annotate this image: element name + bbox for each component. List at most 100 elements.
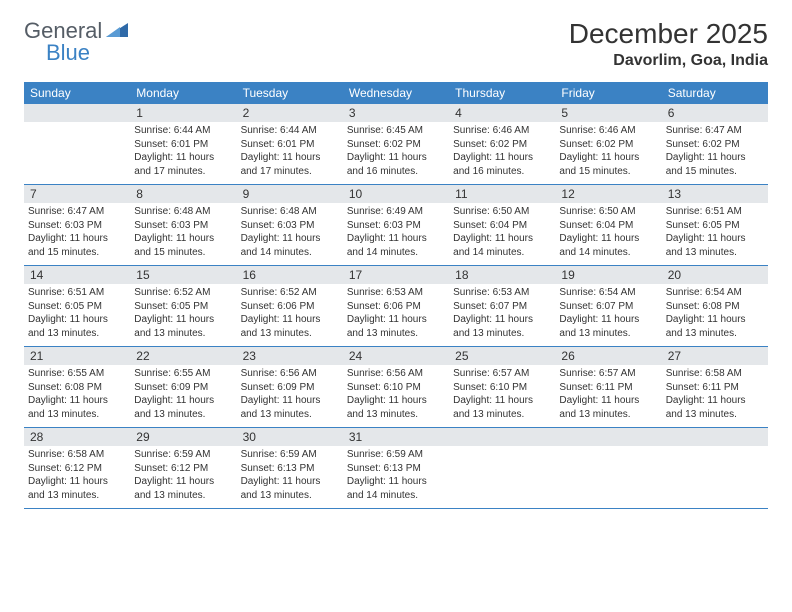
day-details: Sunrise: 6:48 AMSunset: 6:03 PMDaylight:… (130, 203, 236, 259)
calendar-day-cell: 27Sunrise: 6:58 AMSunset: 6:11 PMDayligh… (662, 347, 768, 428)
day-number: 11 (449, 185, 555, 203)
weekday-header: Monday (130, 82, 236, 104)
weekday-header: Tuesday (237, 82, 343, 104)
day-details: Sunrise: 6:59 AMSunset: 6:12 PMDaylight:… (130, 446, 236, 502)
day-details: Sunrise: 6:46 AMSunset: 6:02 PMDaylight:… (449, 122, 555, 178)
title-block: December 2025 Davorlim, Goa, India (569, 18, 768, 70)
day-number: 27 (662, 347, 768, 365)
weekday-header: Saturday (662, 82, 768, 104)
day-number: 15 (130, 266, 236, 284)
calendar-day-cell: 14Sunrise: 6:51 AMSunset: 6:05 PMDayligh… (24, 266, 130, 347)
day-details: Sunrise: 6:49 AMSunset: 6:03 PMDaylight:… (343, 203, 449, 259)
logo-triangle-icon (106, 21, 128, 42)
calendar-day-cell: 9Sunrise: 6:48 AMSunset: 6:03 PMDaylight… (237, 185, 343, 266)
calendar-header-row: SundayMondayTuesdayWednesdayThursdayFrid… (24, 82, 768, 104)
day-details: Sunrise: 6:44 AMSunset: 6:01 PMDaylight:… (130, 122, 236, 178)
day-number: 14 (24, 266, 130, 284)
day-details: Sunrise: 6:51 AMSunset: 6:05 PMDaylight:… (662, 203, 768, 259)
day-number: 2 (237, 104, 343, 122)
day-number: 25 (449, 347, 555, 365)
day-details: Sunrise: 6:50 AMSunset: 6:04 PMDaylight:… (555, 203, 661, 259)
calendar-day-cell: 10Sunrise: 6:49 AMSunset: 6:03 PMDayligh… (343, 185, 449, 266)
day-details: Sunrise: 6:45 AMSunset: 6:02 PMDaylight:… (343, 122, 449, 178)
weekday-header: Thursday (449, 82, 555, 104)
day-number: 1 (130, 104, 236, 122)
day-number: 10 (343, 185, 449, 203)
day-number: 6 (662, 104, 768, 122)
day-details: Sunrise: 6:47 AMSunset: 6:02 PMDaylight:… (662, 122, 768, 178)
day-number: 3 (343, 104, 449, 122)
calendar-day-cell: 30Sunrise: 6:59 AMSunset: 6:13 PMDayligh… (237, 428, 343, 509)
logo-text-blue-wrap: Blue (46, 40, 90, 66)
day-number: 5 (555, 104, 661, 122)
calendar-day-cell: 6Sunrise: 6:47 AMSunset: 6:02 PMDaylight… (662, 104, 768, 185)
day-number: 20 (662, 266, 768, 284)
day-details: Sunrise: 6:46 AMSunset: 6:02 PMDaylight:… (555, 122, 661, 178)
calendar-day-cell: 29Sunrise: 6:59 AMSunset: 6:12 PMDayligh… (130, 428, 236, 509)
day-details: Sunrise: 6:52 AMSunset: 6:05 PMDaylight:… (130, 284, 236, 340)
day-number: 21 (24, 347, 130, 365)
header: General December 2025 Davorlim, Goa, Ind… (24, 18, 768, 70)
calendar-day-cell: 18Sunrise: 6:53 AMSunset: 6:07 PMDayligh… (449, 266, 555, 347)
weekday-header: Wednesday (343, 82, 449, 104)
day-details: Sunrise: 6:59 AMSunset: 6:13 PMDaylight:… (343, 446, 449, 502)
day-details: Sunrise: 6:59 AMSunset: 6:13 PMDaylight:… (237, 446, 343, 502)
calendar-day-cell: 5Sunrise: 6:46 AMSunset: 6:02 PMDaylight… (555, 104, 661, 185)
day-number: 31 (343, 428, 449, 446)
calendar-empty-cell (24, 104, 130, 185)
day-number: 19 (555, 266, 661, 284)
day-number: 26 (555, 347, 661, 365)
day-details: Sunrise: 6:47 AMSunset: 6:03 PMDaylight:… (24, 203, 130, 259)
calendar-empty-cell (662, 428, 768, 509)
calendar-day-cell: 1Sunrise: 6:44 AMSunset: 6:01 PMDaylight… (130, 104, 236, 185)
calendar-day-cell: 3Sunrise: 6:45 AMSunset: 6:02 PMDaylight… (343, 104, 449, 185)
day-details: Sunrise: 6:55 AMSunset: 6:08 PMDaylight:… (24, 365, 130, 421)
day-details: Sunrise: 6:48 AMSunset: 6:03 PMDaylight:… (237, 203, 343, 259)
day-details: Sunrise: 6:55 AMSunset: 6:09 PMDaylight:… (130, 365, 236, 421)
day-details: Sunrise: 6:57 AMSunset: 6:11 PMDaylight:… (555, 365, 661, 421)
weekday-header: Sunday (24, 82, 130, 104)
day-number: 16 (237, 266, 343, 284)
calendar-day-cell: 12Sunrise: 6:50 AMSunset: 6:04 PMDayligh… (555, 185, 661, 266)
day-details: Sunrise: 6:58 AMSunset: 6:11 PMDaylight:… (662, 365, 768, 421)
day-details: Sunrise: 6:58 AMSunset: 6:12 PMDaylight:… (24, 446, 130, 502)
weekday-header: Friday (555, 82, 661, 104)
calendar-day-cell: 8Sunrise: 6:48 AMSunset: 6:03 PMDaylight… (130, 185, 236, 266)
calendar-day-cell: 22Sunrise: 6:55 AMSunset: 6:09 PMDayligh… (130, 347, 236, 428)
calendar-day-cell: 23Sunrise: 6:56 AMSunset: 6:09 PMDayligh… (237, 347, 343, 428)
logo-text-blue: Blue (46, 40, 90, 66)
day-number: 24 (343, 347, 449, 365)
day-number: 22 (130, 347, 236, 365)
calendar-day-cell: 13Sunrise: 6:51 AMSunset: 6:05 PMDayligh… (662, 185, 768, 266)
day-details: Sunrise: 6:56 AMSunset: 6:09 PMDaylight:… (237, 365, 343, 421)
day-number: 28 (24, 428, 130, 446)
day-details: Sunrise: 6:54 AMSunset: 6:07 PMDaylight:… (555, 284, 661, 340)
calendar-day-cell: 31Sunrise: 6:59 AMSunset: 6:13 PMDayligh… (343, 428, 449, 509)
day-number: 8 (130, 185, 236, 203)
day-details: Sunrise: 6:54 AMSunset: 6:08 PMDaylight:… (662, 284, 768, 340)
calendar-day-cell: 15Sunrise: 6:52 AMSunset: 6:05 PMDayligh… (130, 266, 236, 347)
calendar-day-cell: 19Sunrise: 6:54 AMSunset: 6:07 PMDayligh… (555, 266, 661, 347)
day-number: 30 (237, 428, 343, 446)
day-number: 18 (449, 266, 555, 284)
calendar-day-cell: 24Sunrise: 6:56 AMSunset: 6:10 PMDayligh… (343, 347, 449, 428)
day-number: 17 (343, 266, 449, 284)
calendar-body: 1Sunrise: 6:44 AMSunset: 6:01 PMDaylight… (24, 104, 768, 509)
day-details: Sunrise: 6:51 AMSunset: 6:05 PMDaylight:… (24, 284, 130, 340)
calendar-empty-cell (449, 428, 555, 509)
calendar-day-cell: 25Sunrise: 6:57 AMSunset: 6:10 PMDayligh… (449, 347, 555, 428)
calendar-day-cell: 21Sunrise: 6:55 AMSunset: 6:08 PMDayligh… (24, 347, 130, 428)
day-number: 7 (24, 185, 130, 203)
day-details: Sunrise: 6:53 AMSunset: 6:07 PMDaylight:… (449, 284, 555, 340)
day-number: 13 (662, 185, 768, 203)
calendar-day-cell: 11Sunrise: 6:50 AMSunset: 6:04 PMDayligh… (449, 185, 555, 266)
calendar-day-cell: 7Sunrise: 6:47 AMSunset: 6:03 PMDaylight… (24, 185, 130, 266)
calendar-day-cell: 26Sunrise: 6:57 AMSunset: 6:11 PMDayligh… (555, 347, 661, 428)
calendar-day-cell: 20Sunrise: 6:54 AMSunset: 6:08 PMDayligh… (662, 266, 768, 347)
calendar-day-cell: 17Sunrise: 6:53 AMSunset: 6:06 PMDayligh… (343, 266, 449, 347)
calendar-day-cell: 16Sunrise: 6:52 AMSunset: 6:06 PMDayligh… (237, 266, 343, 347)
calendar: SundayMondayTuesdayWednesdayThursdayFrid… (24, 82, 768, 509)
calendar-empty-cell (555, 428, 661, 509)
day-details: Sunrise: 6:52 AMSunset: 6:06 PMDaylight:… (237, 284, 343, 340)
day-details: Sunrise: 6:56 AMSunset: 6:10 PMDaylight:… (343, 365, 449, 421)
